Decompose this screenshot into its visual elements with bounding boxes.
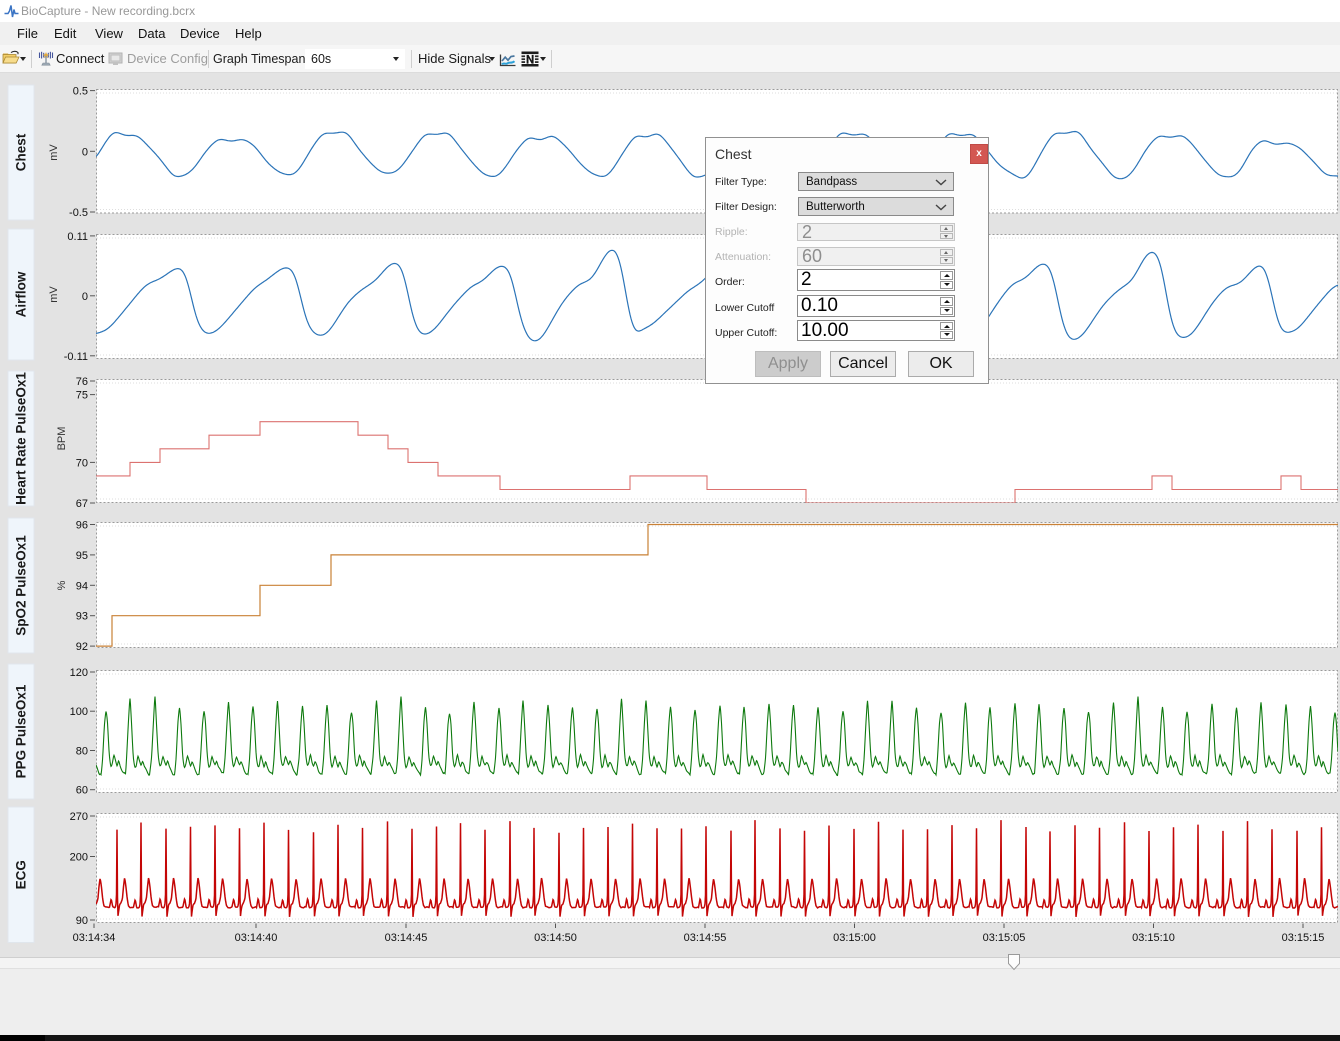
svg-text:0: 0 — [82, 146, 88, 158]
svg-text:0: 0 — [82, 291, 88, 303]
svg-text:0.5: 0.5 — [73, 86, 88, 98]
svg-text:Chest: Chest — [14, 133, 29, 171]
svg-text:03:14:40: 03:14:40 — [235, 932, 278, 944]
svg-text:03:14:55: 03:14:55 — [684, 932, 727, 944]
svg-text:03:15:05: 03:15:05 — [983, 932, 1026, 944]
svg-text:80: 80 — [76, 746, 88, 758]
svg-text:-0.5: -0.5 — [69, 207, 88, 219]
svg-text:03:14:50: 03:14:50 — [534, 932, 577, 944]
svg-text:75: 75 — [76, 390, 88, 402]
svg-text:mV: mV — [48, 286, 60, 303]
svg-text:94: 94 — [76, 580, 88, 592]
svg-text:0.11: 0.11 — [67, 231, 88, 243]
svg-text:95: 95 — [76, 550, 88, 562]
svg-text:Airflow: Airflow — [14, 271, 29, 317]
svg-text:76: 76 — [76, 376, 88, 388]
svg-text:96: 96 — [76, 520, 88, 532]
svg-text:60: 60 — [76, 785, 88, 797]
svg-text:-0.11: -0.11 — [64, 351, 88, 363]
svg-text:270: 270 — [70, 811, 88, 823]
svg-text:03:14:34: 03:14:34 — [73, 932, 116, 944]
svg-text:PPG PulseOx1: PPG PulseOx1 — [14, 684, 29, 778]
svg-text:mV: mV — [48, 144, 60, 161]
svg-text:03:15:00: 03:15:00 — [833, 932, 876, 944]
svg-text:ECG: ECG — [14, 860, 29, 889]
svg-text:03:14:45: 03:14:45 — [385, 932, 428, 944]
svg-text:92: 92 — [76, 641, 88, 653]
svg-text:93: 93 — [76, 611, 88, 623]
svg-text:120: 120 — [70, 667, 88, 679]
svg-text:67: 67 — [76, 498, 88, 510]
svg-text:70: 70 — [76, 457, 88, 469]
svg-text:100: 100 — [70, 706, 88, 718]
svg-text:Heart Rate PulseOx1: Heart Rate PulseOx1 — [14, 372, 29, 505]
svg-text:03:15:15: 03:15:15 — [1282, 932, 1325, 944]
svg-text:200: 200 — [70, 852, 88, 864]
svg-text:SpO2 PulseOx1: SpO2 PulseOx1 — [14, 535, 29, 636]
svg-text:90: 90 — [76, 915, 88, 927]
svg-text:%: % — [56, 580, 68, 590]
svg-text:BPM: BPM — [56, 427, 68, 451]
svg-text:03:15:10: 03:15:10 — [1132, 932, 1175, 944]
